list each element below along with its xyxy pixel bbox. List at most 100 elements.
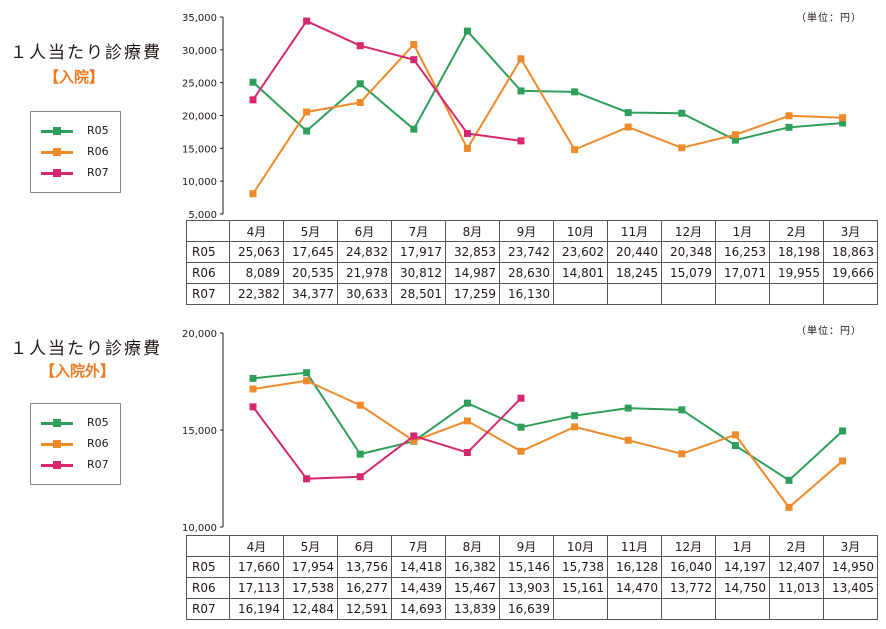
table-header-cell: 2月	[769, 535, 824, 557]
table-row-label: R05	[186, 241, 230, 263]
table-cell: 20,535	[283, 262, 338, 284]
data-point-r05	[731, 442, 739, 450]
series-line-r05	[252, 30, 843, 142]
series-line-r06	[252, 43, 843, 195]
y-tick-label: 20,000	[182, 329, 217, 340]
table-header-cell: 12月	[661, 535, 716, 557]
inpatient-panel: １人当たり診療費 【入院】 R05 R06 R07 （単位：円） 5,000 10…	[0, 0, 886, 312]
table-header-cell: 8月	[445, 535, 500, 557]
data-point-r07	[410, 56, 418, 64]
data-point-r06	[624, 436, 632, 444]
data-point-r06	[517, 447, 525, 455]
table-cell: 17,071	[715, 262, 770, 284]
data-point-r06	[678, 450, 686, 458]
table-cell: 16,128	[607, 556, 662, 578]
series-line-r05	[252, 371, 844, 482]
table-cell: 14,750	[715, 577, 770, 599]
y-tick-label: 15,000	[182, 144, 217, 155]
table-row-label: R06	[186, 262, 230, 284]
data-point-r07	[517, 137, 525, 145]
data-point-r07	[303, 475, 311, 483]
data-point-r05	[839, 119, 847, 127]
table-cell: 16,040	[661, 556, 716, 578]
table-cell: 14,470	[607, 577, 662, 599]
unit-note: （単位：円）	[796, 13, 862, 24]
data-point-r07	[463, 129, 471, 137]
chart-title: １人当たり診療費	[10, 339, 162, 359]
table-cell: 13,405	[823, 577, 878, 599]
table-corner-cell	[186, 220, 230, 242]
table-cell: 18,245	[607, 262, 662, 284]
legend-item-r07: R07	[39, 458, 119, 472]
table-cell: 17,917	[391, 241, 446, 263]
table-header-cell: 6月	[337, 220, 392, 242]
table-header-cell: 5月	[283, 220, 338, 242]
table-cell: 12,407	[769, 556, 824, 578]
table-cell: 34,377	[283, 283, 338, 305]
inpatient-data-table: 4月 5月 6月 7月 8月 9月 10月 11月 12月 1月 2月 3月 R05 25,063 17,6…	[186, 220, 878, 305]
table-header-row: 4月 5月 6月 7月 8月 9月 10月 11月 12月 1月 2月 3月	[186, 220, 878, 242]
table-cell	[823, 283, 878, 305]
y-tick-label: 15,000	[182, 426, 217, 437]
table-cell	[823, 598, 878, 620]
table-cell: 13,903	[499, 577, 554, 599]
y-tick-label: 20,000	[182, 112, 217, 123]
data-point-r07	[463, 449, 471, 457]
data-point-r05	[356, 450, 364, 458]
table-cell: 15,146	[499, 556, 554, 578]
table-header-cell: 8月	[445, 220, 500, 242]
table-cell: 22,382	[229, 283, 284, 305]
data-point-r07	[356, 42, 364, 50]
data-point-r05	[249, 374, 257, 382]
legend-marker	[53, 461, 61, 469]
table-cell: 16,382	[445, 556, 500, 578]
legend-marker	[53, 169, 61, 177]
legend-item-r05: R05	[39, 416, 119, 430]
table-cell	[715, 598, 770, 620]
table-cell: 14,418	[391, 556, 446, 578]
chart-subtitle: 【入院外】	[40, 362, 116, 380]
series-line-r06	[252, 379, 844, 509]
table-header-cell: 11月	[607, 220, 662, 242]
data-point-r05	[839, 427, 847, 435]
data-point-r05	[731, 136, 739, 144]
data-point-r06	[410, 437, 418, 445]
table-cell: 17,645	[283, 241, 338, 263]
legend-marker	[53, 440, 61, 448]
table-row-label: R06	[186, 577, 230, 599]
outpatient-panel: １人当たり診療費 【入院外】 R05 R06 R07 （単位：円） 10,000…	[0, 318, 886, 629]
table-header-cell: 2月	[769, 220, 824, 242]
table-cell: 25,063	[229, 241, 284, 263]
chart-legend: R05 R06 R07	[30, 403, 121, 485]
table-cell: 16,253	[715, 241, 770, 263]
y-tick-label: 10,000	[182, 523, 217, 534]
table-cell	[661, 283, 716, 305]
legend-label: R05	[87, 416, 109, 429]
table-cell	[553, 598, 608, 620]
table-row: R05 25,063 17,645 24,832 17,917 32,853 23,742 2…	[186, 241, 878, 263]
data-point-r05	[785, 123, 793, 131]
series-line-r07	[252, 20, 522, 142]
y-tick-label: 10,000	[182, 177, 217, 188]
table-cell: 14,197	[715, 556, 770, 578]
table-cell: 17,954	[283, 556, 338, 578]
data-point-r05	[678, 406, 686, 414]
table-cell: 13,756	[337, 556, 392, 578]
y-tick-label: 25,000	[182, 79, 217, 90]
table-header-cell: 1月	[715, 535, 770, 557]
table-cell: 16,277	[337, 577, 392, 599]
data-point-r06	[571, 146, 579, 154]
table-header-cell: 5月	[283, 535, 338, 557]
table-cell: 15,467	[445, 577, 500, 599]
series-line-r07	[252, 397, 522, 480]
y-tick-label: 30,000	[182, 46, 217, 57]
table-row-label: R07	[186, 283, 230, 305]
table-cell: 14,801	[553, 262, 608, 284]
table-row-label: R05	[186, 556, 230, 578]
data-point-r05	[463, 399, 471, 407]
table-header-cell: 4月	[229, 535, 284, 557]
table-cell	[769, 598, 824, 620]
table-cell: 11,013	[769, 577, 824, 599]
data-point-r06	[785, 503, 793, 511]
table-cell: 17,538	[283, 577, 338, 599]
